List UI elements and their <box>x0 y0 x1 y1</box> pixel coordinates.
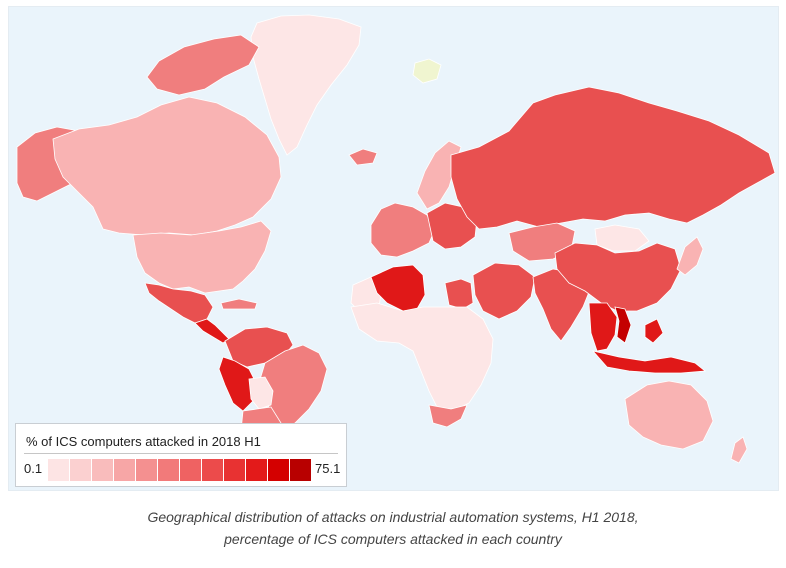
region-egypt[interactable] <box>444 278 474 310</box>
region-middle-east[interactable] <box>472 262 536 320</box>
region-united-states[interactable] <box>132 220 272 294</box>
legend-swatch <box>180 459 202 481</box>
legend-swatch <box>48 459 70 481</box>
region-new-zealand[interactable] <box>730 436 748 464</box>
region-sub-saharan-africa[interactable] <box>350 302 494 412</box>
region-caribbean[interactable] <box>220 298 258 310</box>
region-australia[interactable] <box>624 380 714 450</box>
legend-swatch <box>114 459 136 481</box>
legend-title: % of ICS computers attacked in 2018 H1 <box>26 434 261 449</box>
region-eastern-europe[interactable] <box>426 202 478 250</box>
legend-swatch <box>158 459 180 481</box>
legend-swatch <box>246 459 268 481</box>
figure-caption: Geographical distribution of attacks on … <box>0 506 786 550</box>
legend-swatch <box>92 459 114 481</box>
region-central-america[interactable] <box>194 318 230 344</box>
map-panel: % of ICS computers attacked in 2018 H1 0… <box>8 6 779 491</box>
region-algeria[interactable] <box>370 264 426 312</box>
region-japan[interactable] <box>676 236 704 276</box>
legend-swatch <box>290 459 312 481</box>
caption-line-2: percentage of ICS computers attacked in … <box>224 531 562 547</box>
legend-swatch <box>202 459 224 481</box>
region-peru[interactable] <box>218 356 258 412</box>
legend-divider <box>24 453 338 454</box>
region-western-europe[interactable] <box>370 202 436 258</box>
region-svalbard[interactable] <box>412 58 442 84</box>
region-bolivia[interactable] <box>248 376 274 410</box>
legend-max-label: 75.1 <box>315 461 341 476</box>
region-arctic-islands[interactable] <box>146 34 260 96</box>
region-china[interactable] <box>554 242 682 312</box>
legend-color-scale <box>48 459 312 481</box>
region-indonesia[interactable] <box>591 318 707 374</box>
region-south-africa[interactable] <box>428 404 468 428</box>
world-map <box>16 14 776 488</box>
region-vietnam[interactable] <box>614 306 632 344</box>
legend-swatch <box>136 459 158 481</box>
legend-swatch <box>70 459 92 481</box>
legend-swatch <box>224 459 246 481</box>
region-russia[interactable] <box>450 86 776 230</box>
region-canada[interactable] <box>52 96 282 236</box>
region-southeast-asia[interactable] <box>588 302 618 352</box>
legend-swatch <box>268 459 290 481</box>
caption-line-1: Geographical distribution of attacks on … <box>147 509 639 525</box>
region-mongolia[interactable] <box>594 224 650 252</box>
region-greenland[interactable] <box>250 14 362 156</box>
region-iceland[interactable] <box>348 148 378 166</box>
legend-min-label: 0.1 <box>24 461 43 476</box>
map-legend: % of ICS computers attacked in 2018 H1 0… <box>15 423 347 487</box>
